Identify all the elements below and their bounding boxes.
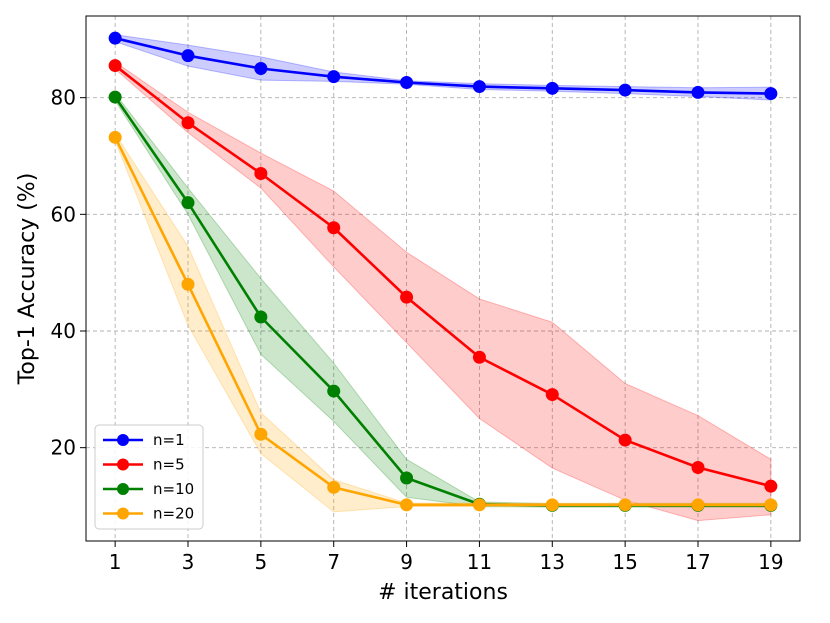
x-tick-label: 15 xyxy=(612,550,637,574)
data-point-n1 xyxy=(254,62,268,75)
x-tick-label: 5 xyxy=(254,550,267,574)
plot-frame xyxy=(85,15,801,542)
data-point-n1 xyxy=(545,81,559,95)
data-point-n1 xyxy=(181,49,195,63)
data-point-n20 xyxy=(327,480,341,494)
grid xyxy=(86,16,800,541)
data-point-n20 xyxy=(400,498,414,512)
data-point-n1 xyxy=(764,87,778,101)
x-tick-label: 19 xyxy=(758,550,783,574)
series-lines xyxy=(113,36,772,507)
series-line-n20 xyxy=(113,136,771,507)
legend: n=1 n=5 n=10 n=20 xyxy=(94,424,204,530)
legend-label-n5: n=5 xyxy=(153,456,185,474)
data-point-n1 xyxy=(400,76,414,89)
data-point-n10 xyxy=(254,310,268,324)
data-point-n10 xyxy=(181,196,195,210)
legend-marker-n20 xyxy=(117,507,129,520)
data-point-n5 xyxy=(691,461,705,474)
data-point-n20 xyxy=(764,498,778,512)
band-n1 xyxy=(114,34,772,101)
x-tick-label: 13 xyxy=(540,550,565,574)
legend-marker-n1 xyxy=(117,434,129,446)
data-point-n20 xyxy=(472,498,486,512)
data-point-n5 xyxy=(327,221,341,235)
data-point-n10 xyxy=(327,384,341,398)
y-axis-title: Top-1 Accuracy (%) xyxy=(15,173,40,386)
legend-label-n20: n=20 xyxy=(153,505,194,523)
x-tick-label: 3 xyxy=(182,550,195,574)
data-point-n5 xyxy=(472,350,486,364)
x-tick-label: 9 xyxy=(400,550,413,574)
data-point-n5 xyxy=(545,388,559,402)
data-point-n20 xyxy=(108,130,122,144)
band-n5 xyxy=(114,61,772,522)
legend-marker-n5 xyxy=(117,458,129,471)
data-point-n20 xyxy=(618,498,632,512)
data-point-n5 xyxy=(764,479,778,493)
series-line-n5 xyxy=(114,64,772,488)
data-point-n5 xyxy=(400,290,414,304)
x-tick-label: 17 xyxy=(685,550,710,574)
y-tick-label: 80 xyxy=(51,86,76,110)
y-tick-label: 40 xyxy=(51,319,76,343)
x-tick-label: 11 xyxy=(467,550,492,574)
data-point-n5 xyxy=(108,59,122,73)
x-tick-label: 1 xyxy=(109,550,122,574)
data-point-n20 xyxy=(545,498,559,512)
data-point-n20 xyxy=(691,498,705,512)
series-line-n1 xyxy=(114,36,771,95)
data-point-n10 xyxy=(400,471,414,485)
data-point-n20 xyxy=(181,277,195,291)
y-tick-label: 20 xyxy=(51,436,76,460)
data-point-n20 xyxy=(254,427,268,441)
x-tick-label: 7 xyxy=(327,550,340,574)
legend-label-n10: n=10 xyxy=(153,480,194,498)
series-markers xyxy=(108,31,778,512)
legend-box xyxy=(94,424,204,530)
legend-marker-n10 xyxy=(117,483,129,495)
data-point-n1 xyxy=(108,31,122,45)
data-point-n5 xyxy=(618,433,632,447)
data-point-n1 xyxy=(327,70,341,84)
data-point-n1 xyxy=(691,85,705,99)
data-point-n5 xyxy=(254,167,268,180)
data-point-n1 xyxy=(472,80,486,94)
data-point-n5 xyxy=(181,116,195,130)
x-axis-title: # iterations xyxy=(378,580,508,605)
data-point-n10 xyxy=(108,90,122,104)
data-point-n1 xyxy=(618,83,632,97)
y-tick-label: 60 xyxy=(51,202,76,226)
legend-label-n1: n=1 xyxy=(153,431,185,449)
